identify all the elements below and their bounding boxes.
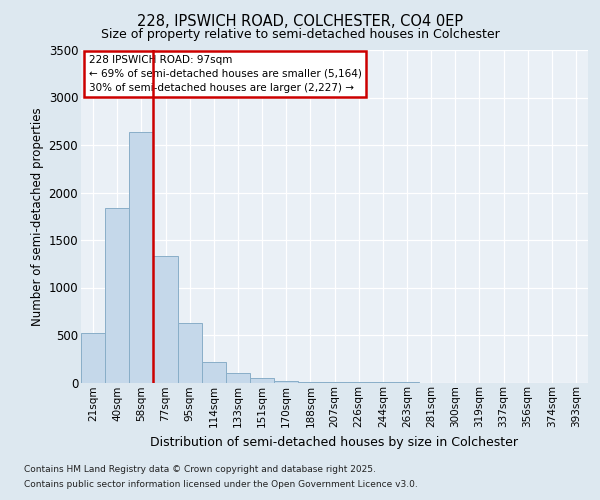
Bar bbox=[178, 322, 202, 382]
Bar bbox=[226, 373, 250, 382]
Text: Contains HM Land Registry data © Crown copyright and database right 2025.: Contains HM Land Registry data © Crown c… bbox=[24, 465, 376, 474]
Text: Contains public sector information licensed under the Open Government Licence v3: Contains public sector information licen… bbox=[24, 480, 418, 489]
Text: 228 IPSWICH ROAD: 97sqm
← 69% of semi-detached houses are smaller (5,164)
30% of: 228 IPSWICH ROAD: 97sqm ← 69% of semi-de… bbox=[89, 55, 361, 93]
Bar bbox=[202, 362, 226, 382]
Bar bbox=[129, 132, 154, 382]
Bar bbox=[105, 208, 129, 382]
Text: Size of property relative to semi-detached houses in Colchester: Size of property relative to semi-detach… bbox=[101, 28, 499, 41]
Bar bbox=[250, 378, 274, 382]
Bar bbox=[274, 380, 298, 382]
X-axis label: Distribution of semi-detached houses by size in Colchester: Distribution of semi-detached houses by … bbox=[151, 436, 518, 448]
Text: 228, IPSWICH ROAD, COLCHESTER, CO4 0EP: 228, IPSWICH ROAD, COLCHESTER, CO4 0EP bbox=[137, 14, 463, 29]
Bar bbox=[154, 256, 178, 382]
Bar bbox=[81, 333, 105, 382]
Y-axis label: Number of semi-detached properties: Number of semi-detached properties bbox=[31, 107, 44, 326]
